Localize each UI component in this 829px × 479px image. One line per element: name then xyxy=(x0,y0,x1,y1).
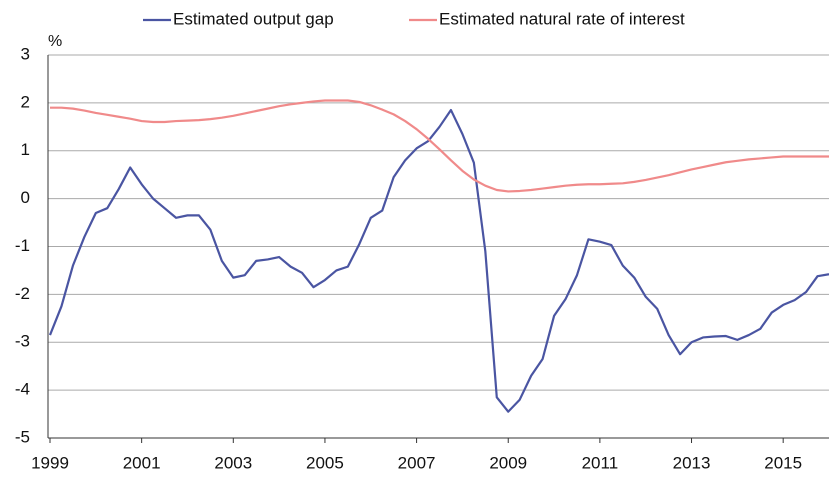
y-tick-label: 2 xyxy=(21,92,30,111)
x-tick-label: 2007 xyxy=(398,453,436,472)
y-tick-label: -2 xyxy=(15,284,30,303)
x-tick-label: 2015 xyxy=(764,453,802,472)
x-tick-label: 2003 xyxy=(214,453,252,472)
y-tick-label: 1 xyxy=(21,140,30,159)
legend-label: Estimated output gap xyxy=(173,9,334,28)
series-line xyxy=(48,108,829,413)
y-tick-label: -3 xyxy=(15,332,30,351)
x-tick-label: 2013 xyxy=(673,453,711,472)
y-tick-label: 3 xyxy=(21,44,30,63)
x-tick-label: 2001 xyxy=(123,453,161,472)
y-tick-label: -4 xyxy=(15,380,30,399)
x-tick-label: 2011 xyxy=(582,453,619,472)
x-tick-label: 2005 xyxy=(306,453,344,472)
legend-label: Estimated natural rate of interest xyxy=(439,9,685,28)
series-line xyxy=(50,99,829,193)
y-axis-label: % xyxy=(48,33,62,50)
y-tick-label: 0 xyxy=(21,188,30,207)
y-tick-label: -1 xyxy=(15,236,30,255)
y-tick-label: -5 xyxy=(15,427,30,446)
x-tick-label: 1999 xyxy=(31,453,69,472)
x-tick-label: 2009 xyxy=(489,453,527,472)
